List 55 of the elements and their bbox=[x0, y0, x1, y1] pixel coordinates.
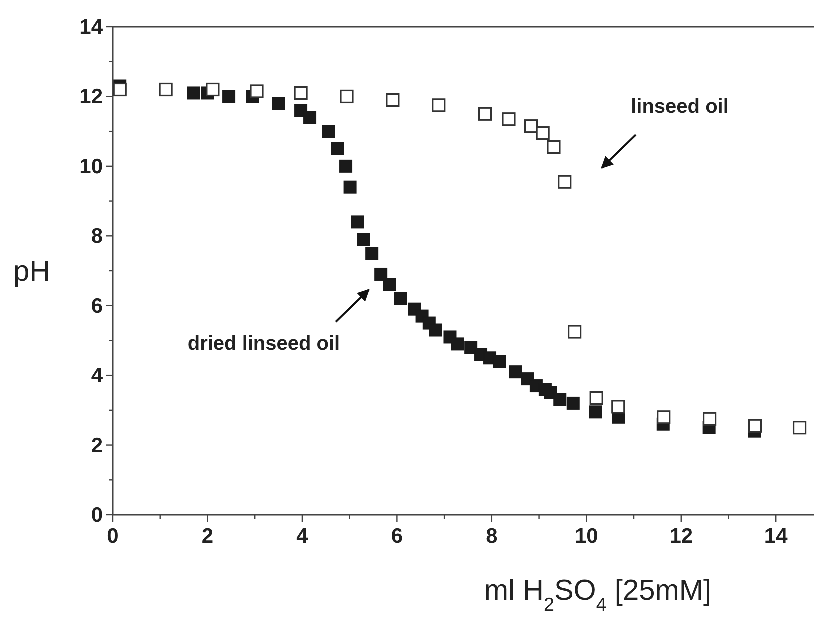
point bbox=[351, 216, 364, 229]
x-tick-label: 10 bbox=[574, 525, 598, 548]
point bbox=[590, 391, 604, 406]
point bbox=[383, 278, 396, 292]
point bbox=[429, 324, 442, 337]
point bbox=[554, 393, 567, 406]
point bbox=[394, 292, 408, 306]
point bbox=[340, 90, 354, 104]
point bbox=[344, 180, 357, 194]
annotation: dried linseed oil bbox=[188, 333, 340, 355]
point bbox=[357, 233, 370, 246]
point bbox=[566, 396, 580, 410]
y-tick-label: 12 bbox=[80, 86, 103, 109]
x-tick-label: 14 bbox=[764, 525, 788, 548]
point bbox=[366, 247, 379, 260]
point bbox=[294, 86, 308, 100]
point bbox=[509, 366, 522, 379]
point bbox=[451, 338, 464, 351]
point bbox=[612, 400, 626, 414]
point bbox=[657, 410, 671, 424]
point bbox=[331, 142, 344, 156]
point bbox=[478, 107, 492, 121]
y-tick-label: 4 bbox=[91, 364, 104, 388]
y-axis-title: pH bbox=[13, 256, 51, 288]
point bbox=[589, 406, 602, 419]
y-tick-label: 8 bbox=[91, 225, 104, 248]
point bbox=[748, 419, 762, 433]
x-tick-label: 0 bbox=[107, 525, 119, 548]
point bbox=[492, 355, 506, 368]
point bbox=[187, 86, 200, 100]
x-tick-label: 4 bbox=[296, 525, 309, 548]
x-axis-title: ml H$_{2}$SO$_{4}$ [25mM] bbox=[484, 575, 712, 614]
point bbox=[340, 160, 353, 173]
point bbox=[206, 82, 220, 97]
point bbox=[222, 90, 236, 104]
point bbox=[547, 140, 561, 154]
annotation: linseed oil bbox=[631, 96, 729, 118]
x-tick-label: 2 bbox=[202, 525, 214, 548]
x-tick-label: 6 bbox=[391, 525, 404, 548]
point bbox=[702, 412, 717, 426]
y-tick-label: 10 bbox=[80, 155, 103, 178]
point bbox=[272, 97, 286, 110]
point bbox=[159, 82, 173, 97]
point bbox=[250, 84, 264, 98]
x-tick-label: 12 bbox=[670, 525, 694, 548]
y-tick-label: 0 bbox=[91, 504, 103, 527]
point bbox=[464, 341, 478, 354]
x-tick-label: 8 bbox=[486, 525, 498, 548]
point bbox=[374, 268, 388, 281]
point bbox=[113, 82, 127, 97]
point bbox=[322, 125, 336, 138]
y-tick-label: 14 bbox=[80, 16, 104, 39]
y-tick-label: 6 bbox=[91, 294, 103, 318]
y-tick-label: 2 bbox=[91, 434, 103, 458]
point bbox=[304, 111, 317, 124]
